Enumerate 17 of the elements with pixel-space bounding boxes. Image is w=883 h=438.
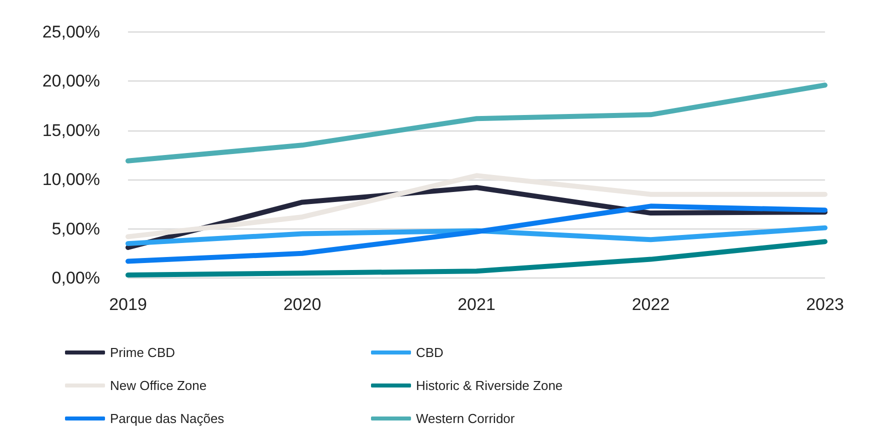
x-tick-label: 2021 <box>458 295 496 314</box>
y-tick-label: 20,00% <box>42 72 100 91</box>
y-tick-label: 5,00% <box>52 219 100 238</box>
y-tick-label: 25,00% <box>42 22 100 42</box>
x-tick-label: 2022 <box>632 295 670 314</box>
legend-label: Historic & Riverside Zone <box>416 378 563 393</box>
x-tick-label: 2020 <box>283 295 322 314</box>
y-tick-label: 15,00% <box>42 120 100 140</box>
legend-label: Parque das Nações <box>110 411 225 426</box>
legend-label: Prime CBD <box>110 345 176 360</box>
legend-label: CBD <box>416 345 444 360</box>
legend-label: Western Corridor <box>416 411 516 426</box>
y-tick-label: 10,00% <box>42 170 100 190</box>
y-tick-label: 0,00% <box>52 268 100 288</box>
legend-label: New Office Zone <box>110 378 207 393</box>
x-tick-label: 2019 <box>109 295 147 314</box>
x-tick-label: 2023 <box>806 295 844 314</box>
